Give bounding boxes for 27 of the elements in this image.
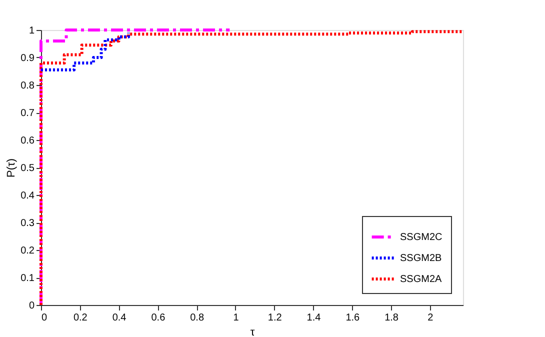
- y-tick-label: 1: [28, 26, 35, 36]
- legend-label: SSGM2A: [400, 274, 442, 285]
- x-tick-label: 0.2: [73, 312, 88, 324]
- y-tick-label: 0.3: [20, 218, 35, 229]
- y-tick-label: 0.9: [20, 53, 35, 64]
- x-axis-title: τ: [250, 326, 256, 337]
- legend-label: SSGM2B: [400, 253, 442, 264]
- y-tick-label: 0.5: [20, 163, 35, 174]
- y-axis-title: P(τ): [6, 158, 18, 178]
- x-tick-label: 0.6: [151, 312, 166, 324]
- y-tick-label: 0: [28, 300, 35, 312]
- x-tick-label: 0.4: [112, 312, 127, 324]
- y-tick-label: 0.4: [20, 190, 35, 202]
- y-tick-label: 0.6: [20, 136, 35, 146]
- x-tick-label: 1.2: [268, 312, 282, 324]
- x-tick-label: 1.8: [384, 312, 399, 324]
- x-tick-label: 1.4: [306, 312, 322, 324]
- y-tick-label: 0.1: [20, 273, 35, 284]
- x-tick-label: 0.8: [190, 312, 204, 324]
- x-tick-label: 1.6: [346, 312, 360, 324]
- x-tick-label: 0: [42, 312, 48, 324]
- legend-label: SSGM2C: [400, 232, 442, 243]
- y-tick-label: 0.8: [20, 80, 35, 92]
- x-tick-label: 2: [428, 312, 434, 324]
- y-tick-label: 0.2: [20, 246, 35, 256]
- y-tick-label: 0.7: [20, 108, 35, 119]
- x-tick-label: 1: [233, 312, 240, 324]
